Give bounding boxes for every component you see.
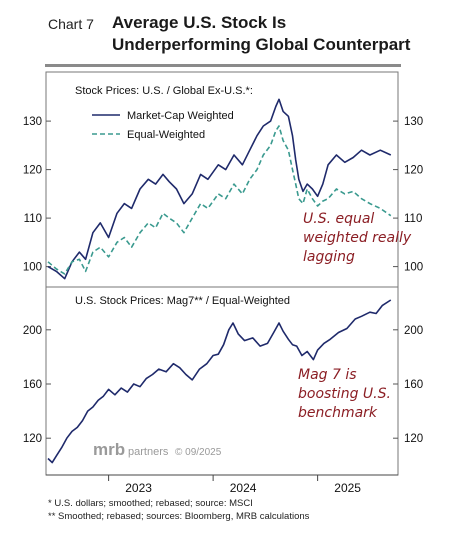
panel-2-ytick-label-left: 120	[23, 433, 42, 445]
panel-1-title: Stock Prices: U.S. / Global Ex-U.S.*:	[75, 85, 253, 97]
panel-1-ytick-label-right: 100	[404, 262, 423, 274]
panel-1-ytick-label-left: 120	[23, 165, 42, 177]
panel-1-ytick-label-left: 100	[23, 262, 42, 274]
chart-title-line-2: Underperforming Global Counterpart	[112, 35, 411, 54]
x-tick-label-2024: 2024	[230, 481, 257, 495]
watermark-brand: mrb	[93, 440, 125, 459]
panel-2-annotation-line-2: boosting U.S.	[298, 386, 391, 402]
chart-header: Chart 7 Average U.S. Stock Is Underperfo…	[0, 0, 459, 62]
panel-1-series-line-1	[47, 98, 392, 280]
legend-label-1: Market-Cap Weighted	[127, 110, 234, 122]
panel-2-annotation-line-1: Mag 7 is	[298, 367, 357, 383]
watermark-copyright: © 09/2025	[175, 447, 222, 458]
panel-1-ytick-label-left: 110	[24, 213, 42, 225]
panel-2-series-line-1	[47, 299, 392, 464]
panel-1-annotation-line-1: U.S. equal	[303, 211, 374, 227]
panel-2-title: U.S. Stock Prices: Mag7** / Equal-Weight…	[75, 295, 290, 307]
panel-1-annotation-line-2: weighted really	[303, 230, 412, 246]
panel-2-ytick-label-left: 200	[23, 325, 42, 337]
panel-2-ytick-label-right: 160	[404, 379, 423, 391]
panel-1-ytick-label-right: 120	[404, 165, 423, 177]
chart-number: Chart 7	[48, 16, 94, 32]
legend-label-2: Equal-Weighted	[127, 129, 205, 141]
panel-2-ytick-label-left: 160	[23, 379, 42, 391]
panel-1-ytick-label-right: 110	[404, 213, 422, 225]
x-tick-label-2023: 2023	[125, 481, 152, 495]
panel-1-annotation-line-3: lagging	[303, 249, 355, 265]
panel-2-ytick-label-right: 120	[404, 433, 423, 445]
watermark-brand-suffix: partners	[128, 446, 169, 458]
x-tick-label-2025: 2025	[334, 481, 361, 495]
title-separator	[45, 64, 401, 67]
footnote-1: * U.S. dollars; smoothed; rebased; sourc…	[48, 498, 253, 509]
panel-2-ytick-label-right: 200	[404, 325, 423, 337]
panel-2-annotation-line-3: benchmark	[298, 405, 378, 421]
panel-1-ytick-label-right: 130	[404, 116, 423, 128]
footnote-2: ** Smoothed; rebased; sources: Bloomberg…	[48, 511, 310, 522]
chart-title-line-1: Average U.S. Stock Is	[112, 13, 287, 32]
panel-1-ytick-label-left: 130	[23, 116, 42, 128]
